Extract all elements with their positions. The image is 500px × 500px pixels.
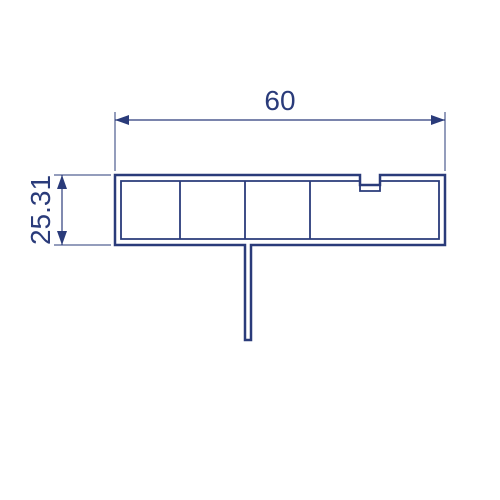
dim-arrow — [57, 175, 67, 189]
profile-drawing: 60 25.31 — [0, 0, 500, 500]
dim-arrow — [115, 115, 129, 125]
dim-height-value: 25.31 — [25, 175, 56, 245]
profile-inner — [121, 181, 439, 239]
dim-arrow — [431, 115, 445, 125]
dim-width-value: 60 — [264, 85, 295, 116]
profile-outer — [115, 175, 445, 340]
dim-arrow — [57, 231, 67, 245]
